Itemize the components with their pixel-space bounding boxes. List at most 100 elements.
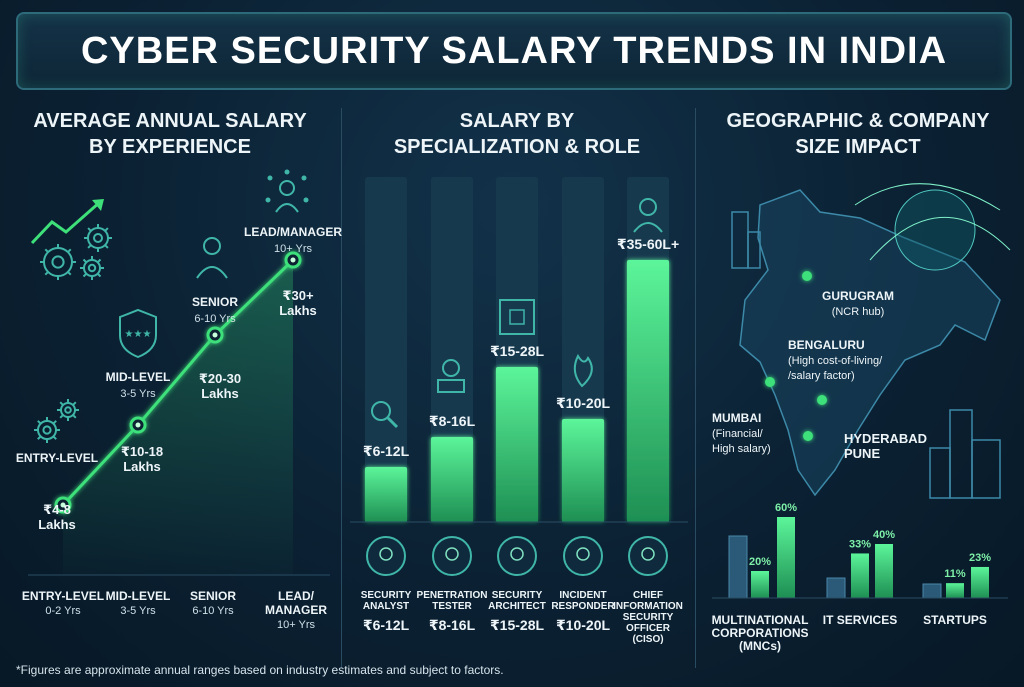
city-note-mumbai-1: (Financial/: [712, 428, 764, 440]
experience-value-unit: Lakhs: [279, 303, 317, 318]
gear-icon-large-hub: [51, 255, 65, 269]
blueprint-inner-icon: [509, 309, 525, 325]
specialization-category-label: RESPONDER: [551, 601, 615, 612]
experience-callout-mid: MID-LEVEL: [106, 370, 171, 384]
company-size-bar: [875, 544, 893, 598]
specialization-category-label: SECURITY: [623, 612, 674, 623]
manager-network-node: [265, 197, 271, 203]
city-note-gurugram: (NCR hub): [832, 306, 885, 318]
specialization-bar: [627, 260, 669, 522]
specialization-category-range: ₹8-16L: [429, 617, 476, 633]
specialization-category-label: INFORMATION: [613, 601, 683, 612]
experience-tick-years: 10+ Yrs: [277, 619, 316, 631]
company-size-group-label: IT SERVICES: [823, 613, 897, 627]
shield-stars-glyph: ★★★: [125, 329, 152, 340]
specialization-category-label: PENETRATION: [417, 590, 488, 601]
globe-arc-icon-2: [869, 217, 1011, 261]
experience-tick-label: MID-LEVEL: [106, 589, 171, 603]
experience-area-fill: [63, 260, 293, 575]
company-size-bar-label: 23%: [969, 552, 991, 564]
magnifier-handle-icon: [386, 416, 399, 429]
panel-title-experience-line2: BY EXPERIENCE: [89, 136, 251, 158]
gear-icon-large-ring: [43, 247, 73, 277]
company-size-bar: [751, 571, 769, 598]
gear-icon-small-ring: [83, 259, 101, 277]
city-label-bengaluru: BENGALURU: [788, 338, 865, 352]
experience-value-unit: Lakhs: [123, 459, 161, 474]
experience-value-label: ₹20-30: [199, 371, 241, 386]
specialization-bar-track: [365, 177, 407, 522]
experience-point-core: [212, 332, 218, 338]
gear-icon-large: [40, 244, 76, 280]
panel-divider-right: [695, 108, 696, 668]
manager-network-icon: [279, 180, 295, 196]
company-size-group-label: MULTINATIONAL: [712, 613, 809, 627]
building-icon-3: [949, 409, 973, 499]
gear-icon-small-hub: [87, 263, 97, 273]
experience-value-label: ₹10-18: [121, 444, 163, 459]
specialization-bar-label: ₹6-12L: [363, 443, 410, 459]
experience-value-label: ₹4-8: [43, 502, 71, 517]
experience-callout-senior-years: 6-10 Yrs: [194, 313, 236, 325]
gear-icon-medium-hub: [93, 233, 103, 243]
manager-network-node: [301, 175, 307, 181]
specialization-category-label: CHIEF: [633, 590, 663, 601]
company-size-group-label: CORPORATIONS: [711, 626, 808, 640]
senior-person-icon: [203, 237, 221, 255]
company-size-bar-label: 20%: [749, 556, 771, 568]
experience-callout-mid-years: 3-5 Yrs: [120, 388, 156, 400]
experience-callout-lead-years: 10+ Yrs: [274, 243, 313, 255]
gear-icon-entry-1-hub: [42, 425, 52, 435]
specialization-bar: [431, 437, 473, 522]
experience-callout-entry: ENTRY-LEVEL: [16, 451, 98, 465]
map-pin-icon: [803, 431, 813, 441]
specialization-category-label: TESTER: [432, 601, 472, 612]
company-size-bar: [728, 535, 748, 599]
company-size-bar: [777, 517, 795, 598]
page-title: CYBER SECURITY SALARY TRENDS IN INDIA: [80, 29, 948, 72]
map-pin-icon: [802, 271, 812, 281]
specialization-role-icon: [563, 536, 603, 576]
blueprint-icon: [499, 299, 535, 335]
company-size-group-label: STARTUPS: [923, 613, 987, 627]
specialization-bar-label: ₹35-60L+: [617, 236, 679, 252]
specialization-category-range: ₹10-20L: [556, 617, 611, 633]
experience-tick-label: ENTRY-LEVEL: [22, 589, 104, 603]
specialization-role-glyph: [510, 547, 524, 561]
executive-icon: [639, 198, 657, 216]
building-icon-5: [929, 447, 951, 499]
specialization-category-label: (CISO): [632, 634, 663, 645]
experience-tick-years: 3-5 Yrs: [120, 605, 156, 617]
experience-series-line: [61, 258, 295, 507]
growth-arrow-icon: [30, 200, 101, 245]
panel-title-specialization-line1: SALARY BY: [460, 110, 575, 132]
specialization-category-label: SECURITY: [492, 590, 543, 601]
city-label-mumbai: MUMBAI: [712, 411, 761, 425]
panel-title-geographic-line2: SIZE IMPACT: [795, 136, 920, 158]
title-banner: CYBER SECURITY SALARY TRENDS IN INDIA: [16, 12, 1012, 90]
manager-network-node: [303, 197, 309, 203]
experience-tick-label-line2: MANAGER: [265, 603, 327, 617]
city-note-bengaluru-1: (High cost-of-living/: [788, 355, 883, 367]
company-size-bar: [826, 577, 846, 599]
gear-icon-entry-1: [34, 417, 60, 443]
experience-tick-label: LEAD/: [278, 589, 315, 603]
company-size-bar-label: 11%: [944, 568, 966, 580]
city-label-gurugram: GURUGRAM: [822, 289, 894, 303]
experience-point-core: [290, 257, 296, 263]
city-note-mumbai-2: High salary): [712, 443, 771, 455]
company-size-bar: [851, 553, 869, 598]
manager-network-node: [267, 175, 273, 181]
specialization-bar: [365, 467, 407, 522]
gear-icon-entry-2: [57, 399, 79, 421]
specialization-role-icon: [432, 536, 472, 576]
specialization-category-label: OFFICER: [626, 623, 671, 634]
specialization-bar-label: ₹8-16L: [429, 413, 476, 429]
shield-stars-icon: [119, 308, 157, 359]
experience-value-unit: Lakhs: [201, 386, 239, 401]
city-label-hyderabad: HYDERABAD: [844, 431, 927, 446]
specialization-category-label: ANALYST: [363, 601, 409, 612]
gear-icon-entry-2-hub: [64, 406, 72, 414]
specialization-role-icon: [366, 536, 406, 576]
